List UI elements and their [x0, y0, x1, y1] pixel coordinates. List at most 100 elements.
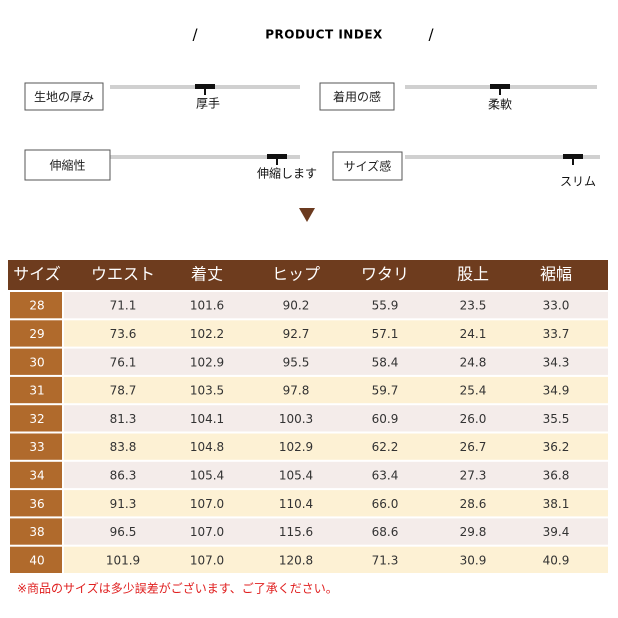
cell: 34.9 [543, 384, 570, 398]
row-bg [64, 405, 608, 432]
cell: 58.4 [372, 355, 399, 369]
size-cell [10, 348, 62, 375]
row-bg [64, 376, 608, 404]
cell: 120.8 [279, 553, 313, 567]
cell: 71.3 [372, 553, 399, 567]
cell: 107.0 [190, 497, 224, 511]
size-cell [10, 433, 62, 460]
column-header: 着丈 [191, 265, 223, 284]
row-bg [64, 490, 608, 517]
cell: 57.1 [372, 327, 399, 341]
label-box [24, 82, 104, 111]
cell: 40.9 [543, 553, 570, 567]
cell: 27.3 [460, 468, 487, 482]
marker-label: 伸縮します [257, 166, 317, 181]
marker [267, 154, 287, 159]
column-header: ワタリ [361, 265, 409, 284]
marker [195, 84, 215, 89]
cell: 110.4 [279, 497, 313, 511]
cell: 30.9 [460, 553, 487, 567]
row-bg [64, 292, 608, 319]
cell: 90.2 [283, 299, 310, 313]
cell: 36.2 [543, 440, 570, 454]
cell: 26.0 [460, 412, 487, 426]
size-label: 28 [29, 299, 44, 313]
cell: 23.5 [460, 299, 487, 313]
footnote: ※商品のサイズは多少誤差がございます、ご了承ください。 [17, 581, 338, 596]
cell: 104.1 [190, 412, 224, 426]
cell: 73.6 [110, 327, 137, 341]
cell: 71.1 [110, 299, 137, 313]
cell: 24.8 [460, 355, 487, 369]
title: PRODUCT INDEX [265, 28, 383, 42]
size-cell [10, 320, 62, 347]
size-cell [10, 405, 62, 432]
cell: 38.1 [543, 497, 570, 511]
cell: 28.6 [460, 497, 487, 511]
column-header: サイズ [13, 265, 61, 284]
size-cell [10, 518, 62, 545]
cell: 25.4 [460, 384, 487, 398]
cell: 36.8 [543, 468, 570, 482]
column-header: 股上 [457, 265, 489, 284]
slash: / [192, 26, 198, 44]
indicator-label: サイズ感 [344, 159, 392, 174]
cell: 104.8 [190, 440, 224, 454]
marker [490, 84, 510, 89]
cell: 76.1 [110, 355, 137, 369]
marker-label: スリム [560, 175, 596, 189]
cell: 96.5 [110, 525, 137, 539]
cell: 102.9 [190, 355, 224, 369]
cell: 102.2 [190, 327, 224, 341]
marker-label: 柔軟 [488, 97, 512, 112]
size-label: 30 [29, 355, 44, 369]
size-cell [10, 461, 62, 489]
size-label: 38 [29, 525, 44, 539]
cell: 60.9 [372, 412, 399, 426]
size-label: 32 [29, 412, 44, 426]
cell: 91.3 [110, 497, 137, 511]
cell: 62.2 [372, 440, 399, 454]
cell: 26.7 [460, 440, 487, 454]
row-bg [64, 461, 608, 489]
row-bg [64, 320, 608, 347]
table-header-bg [8, 260, 608, 290]
marker [563, 154, 583, 159]
size-label: 40 [29, 553, 44, 567]
cell: 29.8 [460, 525, 487, 539]
size-label: 31 [29, 384, 44, 398]
row-bg [64, 433, 608, 460]
cell: 115.6 [279, 525, 313, 539]
cell: 59.7 [372, 384, 399, 398]
size-cell [10, 292, 62, 319]
column-header: ヒップ [272, 265, 320, 284]
label-box [24, 149, 111, 181]
cell: 101.9 [106, 553, 140, 567]
size-cell [10, 546, 62, 573]
cell: 78.7 [110, 384, 137, 398]
row-bg [64, 348, 608, 375]
cell: 105.4 [279, 468, 313, 482]
cell: 83.8 [110, 440, 137, 454]
row-bg [64, 518, 608, 545]
cell: 103.5 [190, 384, 224, 398]
column-header: ウエスト [91, 265, 155, 284]
cell: 101.6 [190, 299, 224, 313]
cell: 81.3 [110, 412, 137, 426]
cell: 100.3 [279, 412, 313, 426]
indicator-label: 伸縮性 [49, 158, 85, 173]
cell: 34.3 [543, 355, 570, 369]
cell: 95.5 [283, 355, 310, 369]
marker-label: 厚手 [196, 97, 220, 111]
size-label: 34 [29, 468, 44, 482]
cell: 92.7 [283, 327, 310, 341]
down-arrow [299, 208, 315, 222]
size-label: 36 [29, 497, 44, 511]
cell: 55.9 [372, 299, 399, 313]
indicator-label: 着用の感 [333, 89, 381, 104]
cell: 105.4 [190, 468, 224, 482]
label-box [332, 151, 403, 181]
cell: 39.4 [543, 525, 570, 539]
cell: 107.0 [190, 553, 224, 567]
column-header: 裾幅 [540, 265, 572, 284]
